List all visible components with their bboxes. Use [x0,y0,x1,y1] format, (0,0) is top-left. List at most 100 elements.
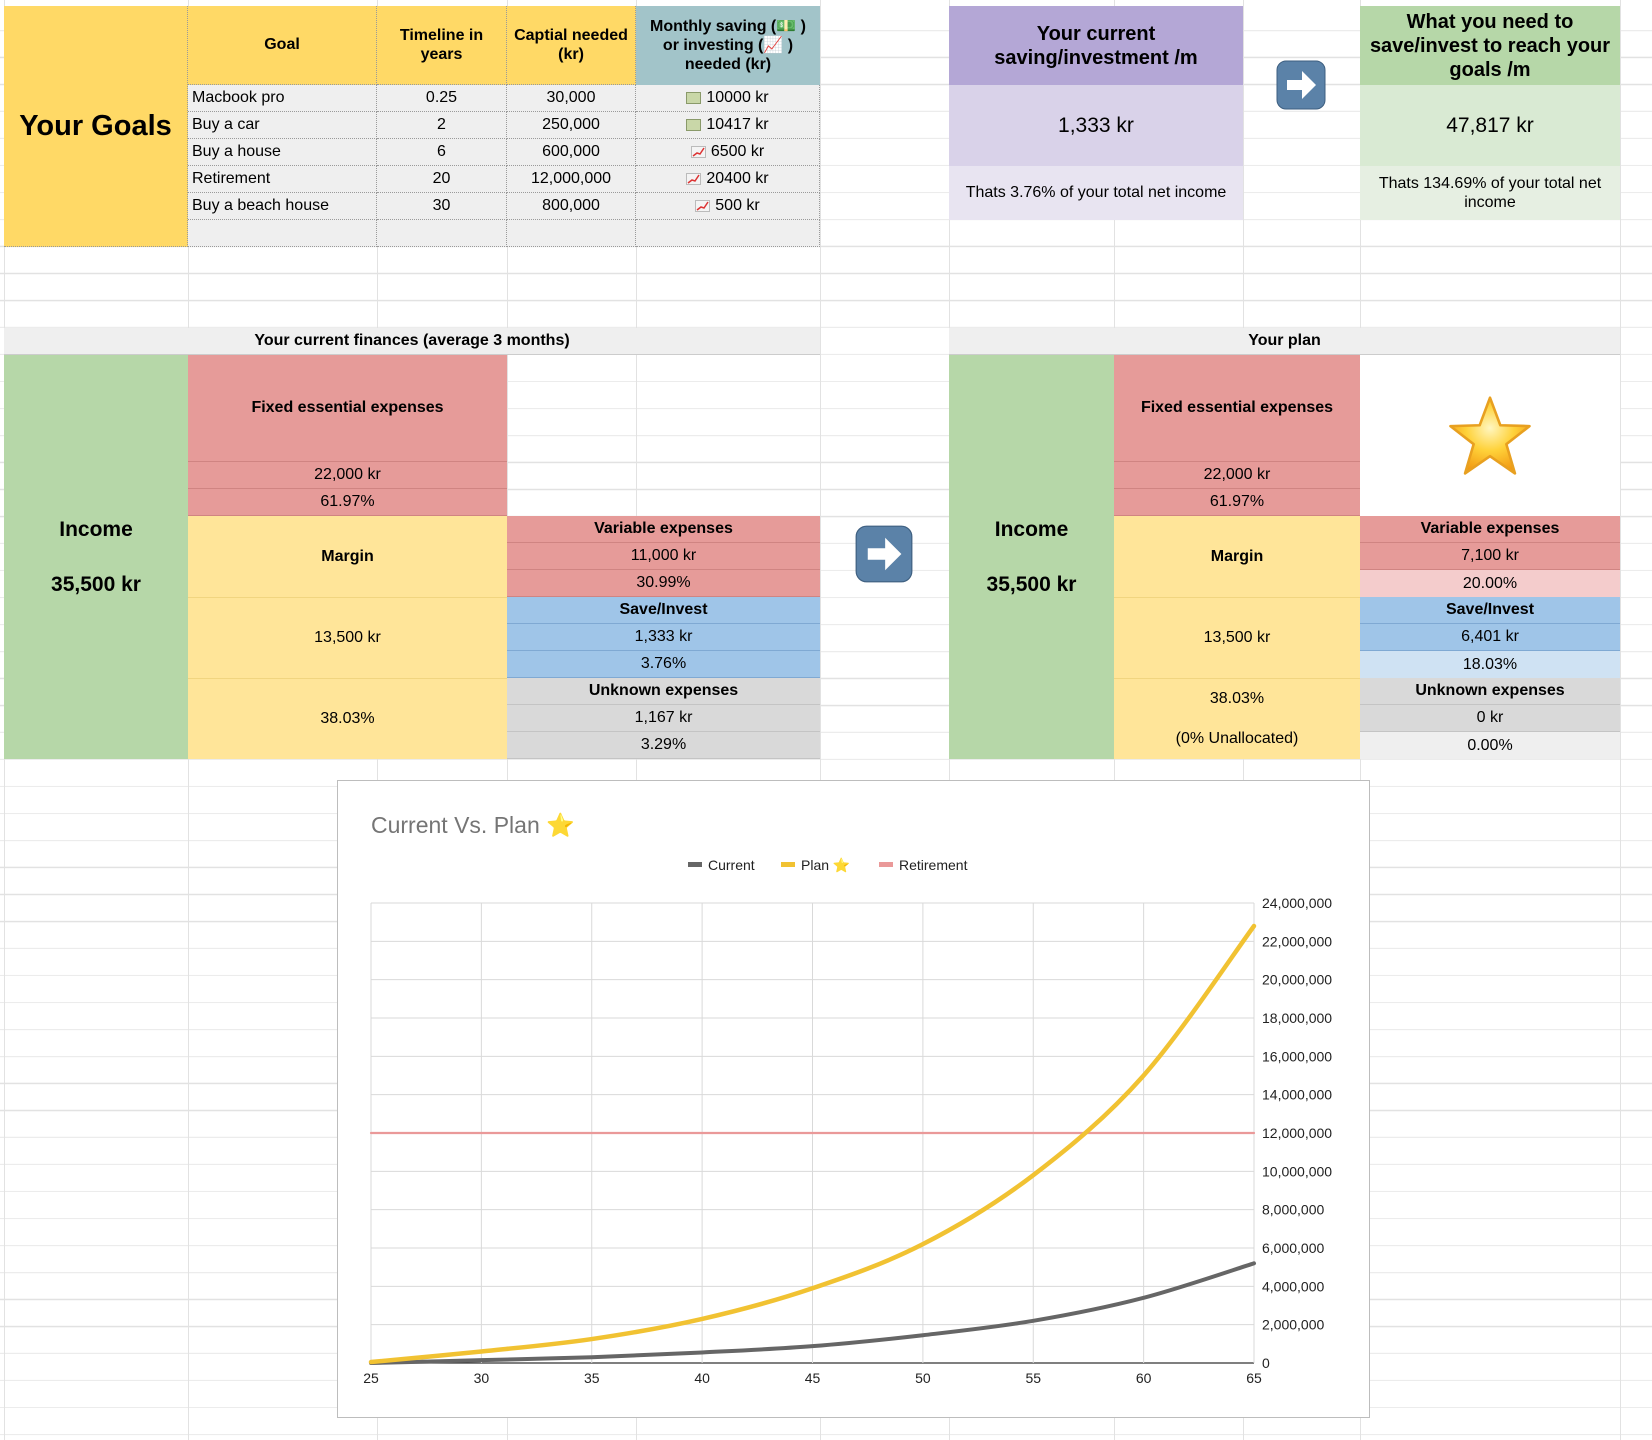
unknown-expenses-value[interactable]: 1,167 kr [507,705,820,732]
goal-row-monthly-text: 10417 kr [706,116,769,134]
goal-row-capital-text: 600,000 [542,143,600,161]
goal-row-years[interactable]: 30 [377,193,507,220]
goal-row-years[interactable]: 6 [377,139,507,166]
plan-fixed-expenses-pct[interactable]: 61.97% [1114,489,1360,516]
empty-cell[interactable] [188,220,377,247]
legend-swatch [781,862,795,867]
header-goal[interactable]: Goal [188,6,377,85]
needed-saving-value[interactable]: 47,817 kr [1360,85,1620,166]
income-label: Income [59,517,133,541]
empty-cell[interactable] [636,220,820,247]
plan-margin-label[interactable]: Margin [1114,516,1360,597]
current-saving-title[interactable]: Your current saving/investment /m [949,6,1243,85]
goal-row-capital[interactable]: 600,000 [507,139,636,166]
goal-row-monthly-text: 10000 kr [706,89,769,107]
variable-expenses-pct[interactable]: 30.99% [507,570,820,597]
goal-row-years[interactable]: 20 [377,166,507,193]
plan-unknown-expenses-label[interactable]: Unknown expenses [1360,678,1620,705]
plan-title[interactable]: Your plan [949,328,1620,355]
goal-row-goal[interactable]: Buy a beach house [188,193,377,220]
plan-margin-value[interactable]: 13,500 kr [1114,597,1360,678]
plan-fixed-expenses-label[interactable]: Fixed essential expenses [1114,355,1360,462]
goals-title[interactable]: Your Goals [4,6,188,247]
plan-save-invest-label[interactable]: Save/Invest [1360,597,1620,624]
legend-swatch [688,862,702,867]
x-tick-label: 40 [694,1370,710,1386]
current-saving-note[interactable]: Thats 3.76% of your total net income [949,166,1243,220]
goal-row-monthly[interactable]: 10417 kr [636,112,820,139]
x-tick-label: 30 [474,1370,490,1386]
star-cell[interactable] [1360,355,1620,516]
goal-row-goal[interactable]: Buy a house [188,139,377,166]
goal-row-years-text: 20 [432,170,451,188]
goal-row-goal-text: Macbook pro [192,89,285,107]
save-invest-value[interactable]: 1,333 kr [507,624,820,651]
needed-saving-note[interactable]: Thats 134.69% of your total net income [1360,166,1620,220]
unknown-expenses-pct[interactable]: 3.29% [507,732,820,759]
y-tick-label: 8,000,000 [1262,1202,1324,1218]
income-cell[interactable]: Income 35,500 kr [4,355,188,759]
x-tick-label: 55 [1025,1370,1041,1386]
goal-row-goal[interactable]: Retirement [188,166,377,193]
current-vs-plan-chart[interactable]: Current Vs. Plan ⭐ Current Plan ⭐ Retireme… [337,780,1370,1418]
goal-row-monthly[interactable]: 10000 kr [636,85,820,112]
plan-variable-expenses-label[interactable]: Variable expenses [1360,516,1620,543]
variable-expenses-value[interactable]: 11,000 kr [507,543,820,570]
save-invest-pct[interactable]: 3.76% [507,651,820,678]
goal-row-capital[interactable]: 800,000 [507,193,636,220]
x-tick-label: 65 [1246,1370,1262,1386]
x-tick-label: 35 [584,1370,600,1386]
unknown-expenses-label[interactable]: Unknown expenses [507,678,820,705]
plan-save-invest-pct[interactable]: 18.03% [1360,651,1620,678]
series-line-plan [368,923,1257,1365]
margin-label[interactable]: Margin [188,516,507,597]
goal-row-capital[interactable]: 250,000 [507,112,636,139]
goal-row-monthly[interactable]: 6500 kr [636,139,820,166]
needed-saving-title[interactable]: What you need to save/invest to reach yo… [1360,6,1620,85]
fixed-expenses-pct[interactable]: 61.97% [188,489,507,516]
y-tick-label: 12,000,000 [1262,1125,1332,1141]
goal-row-capital-text: 250,000 [542,116,600,134]
goal-row-monthly-text: 500 kr [715,197,760,215]
goal-row-monthly[interactable]: 20400 kr [636,166,820,193]
goal-row-goal[interactable]: Macbook pro [188,85,377,112]
plan-margin-pct-cell[interactable]: 38.03% (0% Unallocated) [1114,678,1360,759]
header-timeline[interactable]: Timeline in years [377,6,507,85]
empty-cell[interactable] [507,220,636,247]
goal-row-capital[interactable]: 12,000,000 [507,166,636,193]
series-line-current [369,1261,1256,1365]
goal-row-goal-text: Buy a house [192,143,281,161]
goal-row-years[interactable]: 2 [377,112,507,139]
plan-save-invest-value[interactable]: 6,401 kr [1360,624,1620,651]
plan-variable-expenses-pct[interactable]: 20.00% [1360,570,1620,597]
fixed-expenses-label[interactable]: Fixed essential expenses [188,355,507,462]
plan-fixed-expenses-value[interactable]: 22,000 kr [1114,462,1360,489]
margin-pct[interactable]: 38.03% [188,678,507,759]
x-tick-label: 45 [805,1370,821,1386]
current-saving-value[interactable]: 1,333 kr [949,85,1243,166]
goal-row-goal-text: Buy a beach house [192,197,329,215]
y-tick-label: 4,000,000 [1262,1278,1324,1294]
variable-expenses-label[interactable]: Variable expenses [507,516,820,543]
goal-row-years[interactable]: 0.25 [377,85,507,112]
margin-value[interactable]: 13,500 kr [188,597,507,678]
plan-margin-pct: 38.03% [1209,690,1265,708]
legend-label: Retirement [899,857,968,873]
header-monthly[interactable]: Monthly saving (💵 ) or investing (📈 ) ne… [636,6,820,85]
plan-unknown-expenses-pct[interactable]: 0.00% [1360,732,1620,759]
income-value: 35,500 kr [51,573,141,596]
goal-row-monthly[interactable]: 500 kr [636,193,820,220]
save-invest-label[interactable]: Save/Invest [507,597,820,624]
current-finances-title[interactable]: Your current finances (average 3 months) [4,328,820,355]
goal-row-goal[interactable]: Buy a car [188,112,377,139]
legend-label: Plan ⭐ [801,857,850,873]
goal-row-capital[interactable]: 30,000 [507,85,636,112]
plan-income-cell[interactable]: Income 35,500 kr [949,355,1114,759]
fixed-expenses-value[interactable]: 22,000 kr [188,462,507,489]
header-capital[interactable]: Captial needed (kr) [507,6,636,85]
empty-cell[interactable] [377,220,507,247]
plan-variable-expenses-value[interactable]: 7,100 kr [1360,543,1620,570]
y-tick-label: 24,000,000 [1262,895,1332,911]
plan-unknown-expenses-value[interactable]: 0 kr [1360,705,1620,732]
plan-income-value: 35,500 kr [986,573,1077,596]
